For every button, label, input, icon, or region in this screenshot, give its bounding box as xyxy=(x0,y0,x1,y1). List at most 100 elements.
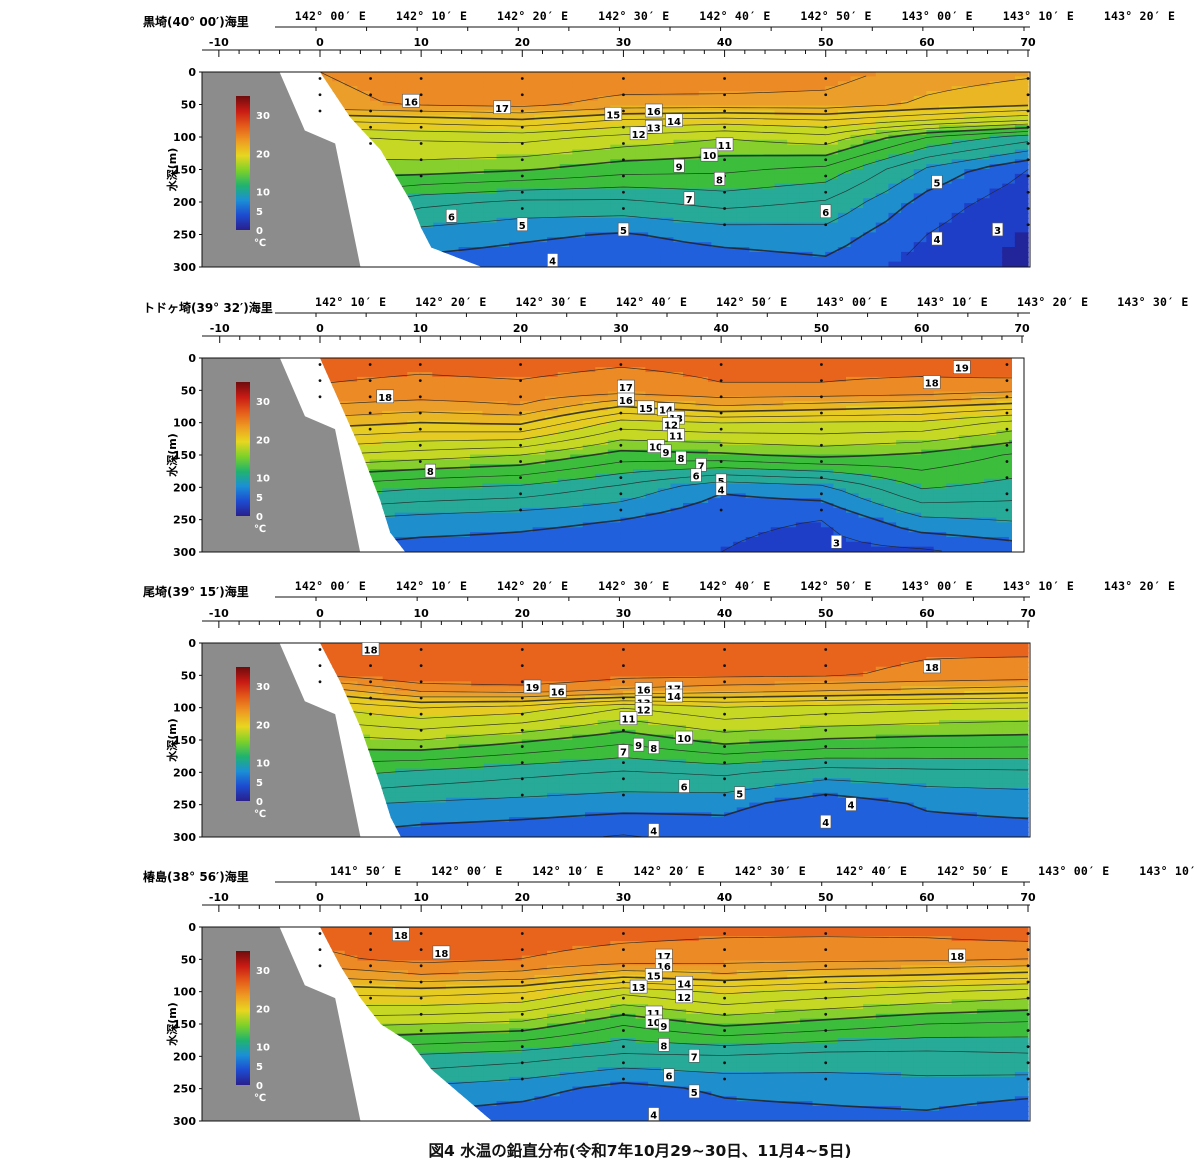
temperature-cell xyxy=(595,503,610,510)
temperature-cell xyxy=(774,217,789,224)
temperature-cell xyxy=(683,401,697,408)
temperature-cell xyxy=(908,358,923,364)
temperature-cell xyxy=(799,247,814,254)
temperature-cell xyxy=(344,72,359,78)
temperature-cell xyxy=(607,449,622,456)
contour-label-box xyxy=(637,400,655,415)
temperature-cell xyxy=(433,178,448,185)
temperature-cell xyxy=(951,188,966,195)
temperature-cell xyxy=(683,372,697,379)
temperature-cell xyxy=(971,381,986,388)
temperature-cell xyxy=(958,415,973,422)
temperature-cell xyxy=(720,406,735,413)
temperature-cell xyxy=(597,232,612,239)
temperature-cell xyxy=(863,217,877,224)
temperature-cell xyxy=(913,125,928,132)
temperature-cell xyxy=(683,435,697,442)
temperature-cell xyxy=(858,410,873,417)
temperature-cell xyxy=(770,536,785,543)
temperature-cell xyxy=(521,212,536,219)
station-dot xyxy=(622,77,625,80)
temperature-cell xyxy=(394,541,409,548)
temperature-cell xyxy=(883,444,898,451)
temperature-cell xyxy=(645,473,660,480)
temperature-cell xyxy=(883,454,898,461)
temperature-cell xyxy=(495,435,509,442)
temperature-cell xyxy=(686,125,700,132)
temperature-cell xyxy=(420,72,435,78)
temperature-cell xyxy=(686,173,700,180)
temperature-cell xyxy=(382,454,396,461)
temperature-cell xyxy=(736,203,751,210)
temperature-cell xyxy=(736,91,751,98)
temperature-cell xyxy=(933,449,948,456)
temperature-cell xyxy=(545,464,559,471)
temperature-cell xyxy=(635,237,650,244)
temperature-cell xyxy=(509,251,523,258)
temperature-cell xyxy=(745,449,760,456)
temperature-cell xyxy=(745,372,760,379)
temperature-cell xyxy=(996,396,1011,403)
temperature-cell xyxy=(871,415,885,422)
temperature-cell xyxy=(820,469,835,476)
station-dot xyxy=(820,411,823,415)
temperature-cell xyxy=(875,115,890,122)
temperature-cell xyxy=(971,498,986,505)
temperature-cell xyxy=(645,464,660,471)
station-dot xyxy=(418,363,422,366)
temperature-cell xyxy=(896,401,910,408)
y-tick-label: 100 xyxy=(173,131,196,144)
temperature-cell xyxy=(951,212,966,219)
temperature-cell xyxy=(635,115,650,122)
temperature-cell xyxy=(620,435,635,442)
temperature-cell xyxy=(795,478,810,485)
temperature-cell xyxy=(858,507,873,514)
temperature-cell xyxy=(545,367,559,374)
temperature-cell xyxy=(445,203,460,210)
y-tick-label: 250 xyxy=(173,514,196,527)
temperature-cell xyxy=(958,376,973,383)
temperature-cell xyxy=(457,362,472,369)
temperature-cell xyxy=(921,415,935,422)
temperature-cell xyxy=(795,507,810,514)
station-dot xyxy=(824,158,828,162)
temperature-cell xyxy=(407,444,421,451)
temperature-cell xyxy=(585,134,599,141)
temperature-cell xyxy=(445,188,460,195)
temperature-cell xyxy=(620,406,635,413)
temperature-cell xyxy=(812,72,827,78)
temperature-cell xyxy=(711,203,726,210)
temperature-cell xyxy=(620,464,635,471)
temperature-cell xyxy=(645,469,660,476)
temperature-cell xyxy=(344,367,359,374)
temperature-cell xyxy=(837,222,852,229)
temperature-cell xyxy=(698,173,713,180)
temperature-cell xyxy=(964,134,979,141)
station-dot xyxy=(824,77,828,80)
temperature-cell xyxy=(951,95,966,102)
temperature-cell xyxy=(846,454,860,461)
temperature-cell xyxy=(875,159,890,166)
temperature-cell xyxy=(457,536,472,543)
temperature-cell xyxy=(458,130,473,137)
station-dot xyxy=(368,395,372,399)
temperature-cell xyxy=(983,372,998,379)
temperature-cell xyxy=(720,464,735,471)
temperature-cell xyxy=(520,372,534,379)
station-dot xyxy=(622,125,625,129)
temperature-cell xyxy=(585,247,599,254)
temperature-cell xyxy=(509,208,523,215)
temperature-cell xyxy=(1008,546,1012,552)
temperature-cell xyxy=(983,532,998,539)
temperature-cell xyxy=(344,401,359,408)
temperature-cell xyxy=(736,222,751,229)
temperature-cell xyxy=(482,358,497,364)
temperature-cell xyxy=(419,410,434,417)
temperature-cell xyxy=(812,173,827,180)
temperature-cell xyxy=(926,120,941,127)
temperature-cell xyxy=(496,193,511,200)
temperature-cell xyxy=(787,237,802,244)
temperature-cell xyxy=(572,139,587,146)
temperature-cell xyxy=(686,120,700,127)
temperature-cell xyxy=(698,222,713,229)
